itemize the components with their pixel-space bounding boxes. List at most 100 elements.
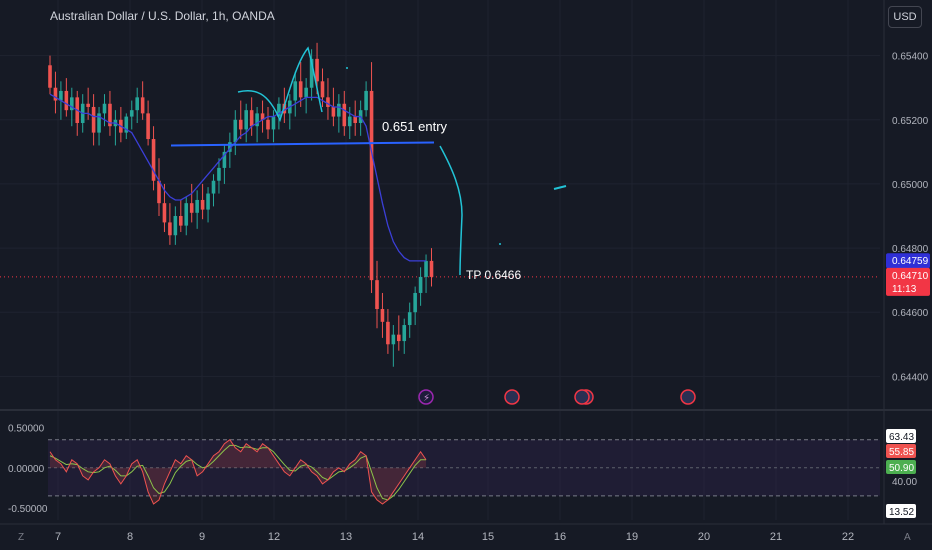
osc-badge-upper-text: 55.85 (889, 447, 914, 458)
candle-body (184, 203, 189, 226)
candle-body (135, 97, 139, 111)
brush-mark[interactable] (553, 185, 567, 190)
projection-path[interactable] (439, 145, 463, 276)
currency-button[interactable]: USD (888, 6, 922, 28)
candle-body (168, 222, 172, 236)
candle-body (429, 260, 434, 277)
price-tick-label: 0.65000 (892, 180, 929, 191)
candle-body (70, 97, 74, 111)
time-axis-label: 21 (770, 531, 782, 543)
australia-flag-icon[interactable] (680, 389, 696, 405)
candle-body (315, 58, 319, 82)
us-flag-icon[interactable] (504, 389, 520, 405)
candle-body (228, 142, 232, 152)
price-tick-label: 0.65400 (892, 52, 929, 63)
candle-body (304, 87, 308, 98)
candle-body (91, 106, 96, 133)
oscillator-tick-label: -0.50000 (8, 504, 48, 515)
auto-scale-button[interactable]: A (904, 532, 911, 543)
time-axis-label: 14 (412, 531, 424, 543)
candle-body (59, 90, 63, 101)
oscillator-slow-line (49, 444, 427, 501)
candle-body (222, 151, 227, 168)
candle-body (157, 180, 161, 204)
candle-body (86, 103, 90, 107)
moving-average-line (49, 93, 427, 262)
price-tick-label: 0.64600 (892, 308, 929, 319)
candle-body (413, 292, 417, 313)
time-axis-label: 9 (199, 531, 205, 543)
osc-badge-top (886, 429, 916, 443)
oscillator-tick-label: 0.50000 (8, 424, 45, 435)
entry-label[interactable]: 0.651 entry (382, 119, 448, 134)
candle-body (298, 81, 303, 98)
candle-body (146, 113, 150, 140)
candle-body (129, 110, 134, 117)
candle-body (369, 90, 374, 281)
candle-body (179, 216, 183, 226)
candle-body (364, 90, 368, 111)
candle-body (337, 103, 341, 117)
candle-body (140, 97, 145, 114)
osc-badge-top-text: 63.43 (889, 432, 914, 443)
candle-body (380, 309, 385, 322)
candle-body (173, 216, 178, 236)
candle-body (386, 321, 390, 345)
tp-label[interactable]: TP 0.6466 (466, 268, 521, 282)
time-axis-label: 20 (698, 531, 710, 543)
candle-body (277, 103, 281, 117)
countdown-text: 11:13 (892, 284, 917, 295)
candle-body (238, 119, 243, 130)
candle-body (151, 139, 156, 181)
osc-badge-lower-text: 50.90 (889, 463, 914, 474)
candle-body (342, 103, 347, 127)
candle-body (162, 203, 167, 223)
candle-body (48, 65, 52, 88)
candle-body (326, 97, 330, 107)
osc-badge-lower (886, 460, 916, 474)
chart-title: Australian Dollar / U.S. Dollar, 1h, OAN… (50, 9, 275, 23)
timezone-button[interactable]: Z (18, 532, 24, 543)
candle-body (391, 334, 396, 345)
osc-badge-upper (886, 444, 916, 458)
current-price-badge (886, 267, 930, 296)
candle-body (353, 116, 357, 123)
candle-body (407, 312, 412, 326)
candle-body (424, 260, 428, 277)
ma-price-text: 0.64759 (892, 256, 929, 267)
candle-body (320, 81, 325, 98)
price-tick-label: 0.64800 (892, 244, 929, 255)
candle-body (200, 199, 205, 210)
lightning-glyph: ⚡ (423, 393, 430, 404)
candle-body (102, 103, 107, 114)
oscillator-fast-line (49, 438, 427, 505)
osc-badge-bottom (886, 504, 916, 518)
candle-body (347, 116, 352, 127)
oscillator-fill (50, 439, 427, 504)
candle-body (266, 119, 270, 130)
time-axis-label: 19 (626, 531, 638, 543)
candle-body (397, 334, 401, 342)
candle-body (282, 103, 287, 114)
time-axis-label: 8 (127, 531, 133, 543)
candle-body (331, 106, 336, 117)
candle-body (64, 90, 69, 111)
time-axis-label: 22 (842, 531, 854, 543)
oscillator-tick-label: 0.00000 (8, 464, 45, 475)
time-axis-label: 16 (554, 531, 566, 543)
candle-body (97, 113, 101, 133)
osc-badge-bottom-text: 13.52 (889, 507, 914, 518)
lightning-icon[interactable] (418, 389, 434, 405)
us-flag-icon[interactable] (574, 389, 590, 405)
price-tick-label: 0.64400 (892, 372, 929, 383)
price-tick-label: 0.65200 (892, 116, 929, 127)
candle-body (309, 58, 314, 88)
candle-body (244, 110, 248, 130)
candle-body (211, 180, 216, 194)
entry-trendline[interactable] (170, 141, 435, 147)
candle-body (195, 199, 199, 213)
candle-body (206, 193, 210, 210)
candle-body (293, 81, 298, 101)
brush-drawing[interactable] (237, 46, 323, 123)
